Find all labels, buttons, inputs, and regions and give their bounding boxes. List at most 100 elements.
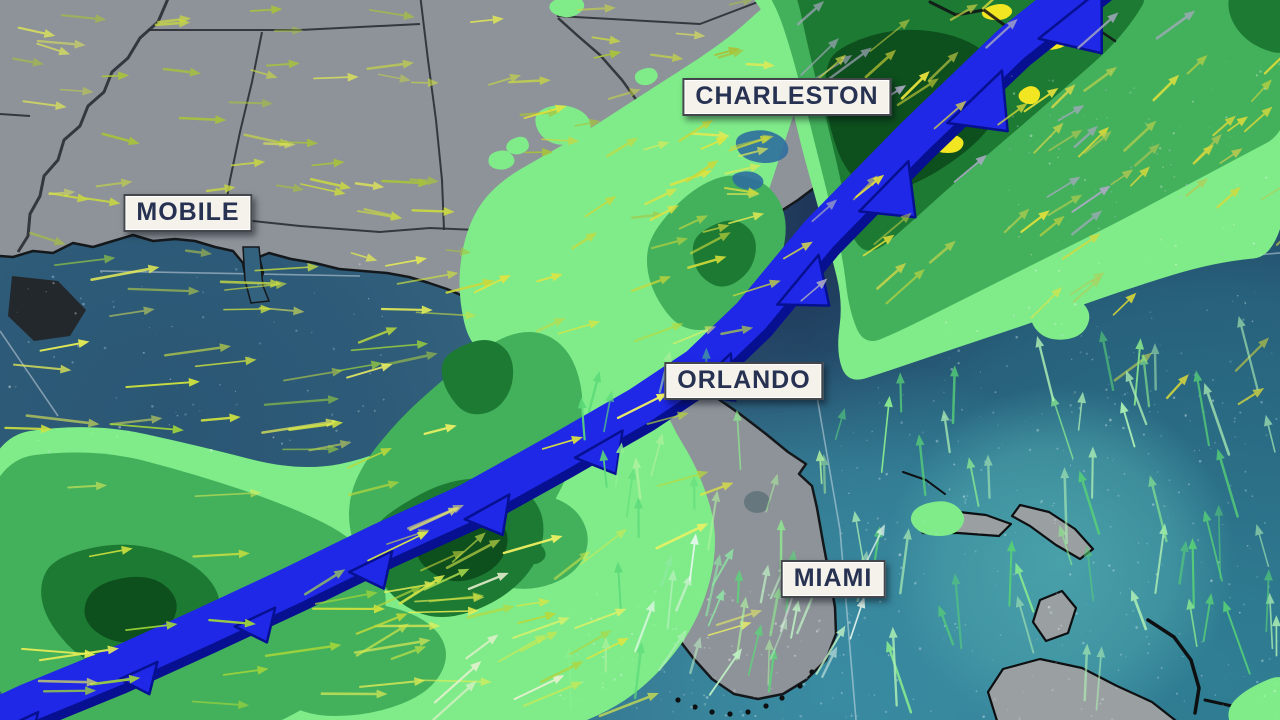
wind-arrow	[42, 686, 97, 696]
wind-arrow	[819, 454, 829, 494]
wind-arrow	[249, 5, 283, 15]
wind-arrow	[899, 528, 912, 595]
wind-arrow	[1120, 401, 1136, 448]
wind-arrow	[4, 424, 53, 434]
wind-arrow	[574, 608, 627, 629]
wind-arrow	[675, 30, 706, 40]
wind-arrow	[1125, 370, 1148, 426]
wind-arrow	[876, 262, 907, 290]
wind-arrow	[109, 423, 184, 434]
wind-arrow	[800, 278, 828, 302]
wind-arrow	[451, 532, 486, 563]
wind-arrow	[688, 533, 699, 582]
wind-arrow	[800, 38, 839, 76]
wind-arrow	[523, 104, 567, 120]
wind-arrow	[222, 665, 269, 676]
wind-arrow	[36, 42, 71, 56]
wind-arrow	[1219, 148, 1243, 164]
wind-arrow	[541, 435, 583, 450]
wind-arrow	[1047, 194, 1083, 217]
wind-arrow	[1123, 120, 1157, 152]
wind-arrow	[101, 71, 130, 81]
wind-arrow	[598, 692, 659, 718]
wind-arrow	[275, 138, 319, 148]
wind-arrow	[37, 677, 98, 687]
wind-arrow	[320, 689, 388, 699]
wind-arrow	[354, 181, 385, 191]
wind-arrow	[1139, 353, 1151, 408]
wind-arrow	[1083, 545, 1095, 602]
wind-arrow	[81, 196, 121, 207]
wind-arrow	[347, 480, 400, 497]
wind-arrow	[586, 637, 629, 660]
wind-arrow	[759, 564, 771, 604]
wind-arrow	[1186, 54, 1208, 75]
wind-arrow	[997, 103, 1028, 126]
wind-arrow	[708, 648, 742, 696]
wind-arrow	[1083, 131, 1112, 155]
wind-arrow	[1263, 49, 1280, 75]
wind-arrow	[517, 611, 557, 624]
wind-arrow	[1057, 105, 1085, 122]
wind-arrow	[1039, 215, 1065, 237]
wind-arrow	[410, 78, 439, 88]
wind-arrow	[423, 424, 457, 436]
wind-arrow	[433, 661, 482, 704]
wind-arrow	[191, 700, 250, 710]
wind-arrow	[1133, 143, 1160, 167]
wind-arrow	[1082, 643, 1092, 702]
wind-arrow	[25, 414, 100, 428]
wind-arrow	[355, 613, 408, 635]
wind-arrow	[21, 647, 96, 659]
wind-arrow	[769, 587, 782, 637]
wind-arrow	[915, 434, 927, 497]
wind-arrow	[205, 184, 236, 194]
wind-arrow	[536, 272, 563, 283]
wind-arrow	[407, 504, 465, 530]
wind-arrow	[1255, 523, 1270, 568]
wind-arrow	[1058, 525, 1073, 566]
wind-arrow	[178, 115, 227, 125]
wind-arrow	[303, 569, 346, 596]
wind-arrow	[765, 473, 779, 513]
wind-arrow	[675, 573, 692, 612]
wind-arrow	[764, 638, 774, 686]
wind-arrow	[705, 554, 722, 617]
wind-arrow	[689, 232, 731, 255]
wind-arrow	[1185, 178, 1209, 197]
wind-arrow	[689, 475, 699, 510]
wind-arrow	[576, 3, 616, 13]
wind-arrow	[715, 609, 763, 626]
wind-arrow	[1216, 448, 1239, 518]
wind-arrow	[125, 620, 178, 631]
wind-arrow	[1186, 598, 1198, 648]
wind-arrow	[1250, 79, 1272, 103]
wind-arrow	[723, 186, 760, 197]
wind-arrow	[366, 59, 415, 70]
wind-arrow	[650, 236, 689, 250]
wind-arrow	[1078, 470, 1101, 535]
wind-arrow	[700, 482, 734, 496]
wind-arrow	[536, 317, 566, 333]
wind-arrow	[423, 568, 470, 591]
wind-arrow	[953, 154, 987, 183]
wind-arrow	[1193, 370, 1210, 447]
wind-arrow	[1015, 562, 1035, 613]
wind-arrow	[571, 232, 598, 250]
wind-arrow	[811, 199, 838, 223]
wind-arrow	[350, 340, 429, 352]
wind-arrow	[634, 497, 643, 538]
wind-arrow	[127, 286, 200, 296]
sea-speckles	[8, 60, 1280, 720]
wind-arrow	[1088, 446, 1098, 499]
wind-arrow	[614, 442, 625, 488]
wind-arrow	[650, 433, 664, 477]
wind-arrow	[862, 234, 895, 257]
wind-arrow	[228, 98, 274, 108]
wind-arrow	[261, 418, 338, 434]
wind-arrow	[311, 158, 345, 168]
wind-arrow	[398, 574, 446, 605]
wind-arrow	[1048, 129, 1083, 152]
wind-arrow	[1030, 286, 1063, 319]
